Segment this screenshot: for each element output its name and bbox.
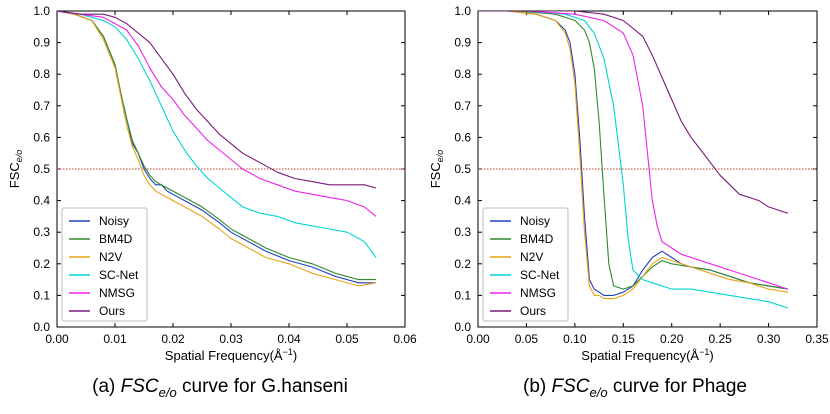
- chart-caption: (a) FSCe/o curve for G.hanseni: [92, 376, 348, 400]
- series-line-nmsg: [57, 11, 377, 217]
- y-tick-label: 0.3: [454, 225, 471, 239]
- x-tick-label: 0.05: [515, 332, 539, 346]
- x-tick-label: 0.30: [757, 332, 781, 346]
- x-tick-label: 0.25: [708, 332, 732, 346]
- x-tick-label: 0.03: [219, 332, 243, 346]
- legend-label: SC-Net: [99, 268, 139, 282]
- y-tick-label: 0.6: [454, 130, 471, 144]
- y-tick-label: 0.8: [454, 67, 471, 81]
- series-line-ours: [57, 11, 377, 189]
- x-tick-label: 0.10: [563, 332, 587, 346]
- y-tick-label: 0.4: [454, 194, 471, 208]
- series-group: [478, 11, 789, 309]
- y-tick-label: 0.4: [33, 194, 50, 208]
- series-line-nmsg: [478, 11, 789, 290]
- x-tick-label: 0.00: [466, 332, 490, 346]
- y-tick-label: 0.1: [454, 288, 471, 302]
- series-line-n2v: [57, 11, 377, 287]
- legend-label: SC-Net: [520, 268, 560, 282]
- legend-label: NMSG: [99, 286, 135, 300]
- y-tick-label: 0.5: [454, 162, 471, 176]
- legend-label: Ours: [520, 304, 546, 318]
- y-tick-label: 0.2: [454, 257, 471, 271]
- legend-label: BM4D: [520, 232, 554, 246]
- y-tick-label: 0.5: [33, 162, 50, 176]
- x-tick-label: 0.20: [660, 332, 684, 346]
- y-tick-label: 0.9: [454, 36, 471, 50]
- legend-label: BM4D: [99, 232, 133, 246]
- y-tick-label: 0.2: [33, 257, 50, 271]
- series-group: [57, 11, 377, 287]
- series-line-sc-net: [478, 11, 789, 309]
- y-tick-label: 0.9: [33, 36, 50, 50]
- series-line-sc-net: [57, 11, 377, 258]
- x-axis-label: Spatial Frequency(Å−1): [165, 347, 297, 363]
- x-tick-label: 0.02: [161, 332, 185, 346]
- legend-label: Noisy: [99, 214, 129, 228]
- y-tick-label: 0.1: [33, 288, 50, 302]
- legend-label: N2V: [520, 250, 543, 264]
- y-tick-label: 0.8: [33, 67, 50, 81]
- x-tick-label: 0.00: [45, 332, 69, 346]
- x-tick-label: 0.04: [277, 332, 301, 346]
- x-tick-label: 0.01: [103, 332, 127, 346]
- legend-label: N2V: [99, 250, 122, 264]
- y-axis-label: FSCe/o: [7, 150, 24, 189]
- y-tick-label: 0.0: [454, 320, 471, 334]
- y-tick-label: 1.0: [33, 4, 50, 18]
- x-tick-label: 0.35: [805, 332, 829, 346]
- legend-label: Noisy: [520, 214, 550, 228]
- chart-caption: (b) FSCe/o curve for Phage: [523, 376, 747, 400]
- y-tick-label: 0.7: [33, 99, 50, 113]
- y-tick-label: 1.0: [454, 4, 471, 18]
- chart-phage: 0.00 0.05 0.10 0.15 0.20 0.25 0.30 0.35 0.0 0.1 0.…: [428, 4, 829, 400]
- y-axis-label: FSCe/o: [428, 150, 445, 189]
- series-line-ours: [478, 11, 789, 214]
- series-line-bm4d: [478, 11, 788, 290]
- series-line-n2v: [478, 11, 788, 300]
- chart-g-hanseni: 0.00 0.01 0.02 0.03 0.04 0.05 0.06 0.0 0.1 0.2 0.3…: [7, 4, 417, 400]
- y-tick-label: 0.0: [33, 320, 50, 334]
- x-tick-label: 0.15: [612, 332, 636, 346]
- y-tick-label: 0.7: [454, 99, 471, 113]
- x-tick-label: 0.06: [393, 332, 417, 346]
- legend-label: Ours: [99, 304, 125, 318]
- y-tick-label: 0.3: [33, 225, 50, 239]
- y-tick-label: 0.6: [33, 130, 50, 144]
- legend-label: NMSG: [520, 286, 556, 300]
- x-tick-label: 0.05: [335, 332, 359, 346]
- series-line-bm4d: [57, 11, 376, 281]
- x-axis-label: Spatial Frequency(Å−1): [581, 347, 713, 363]
